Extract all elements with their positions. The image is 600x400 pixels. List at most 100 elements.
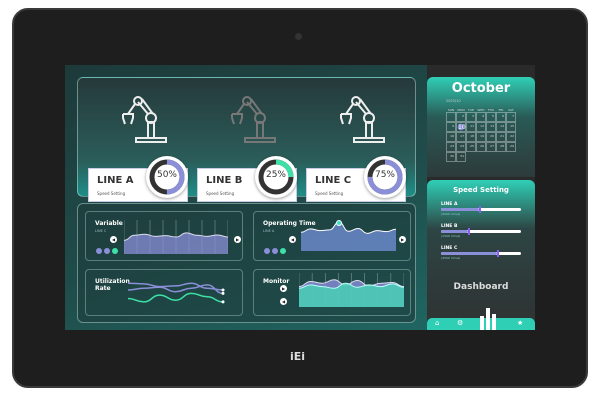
next-button[interactable]: ▶: [234, 236, 241, 243]
calendar-day[interactable]: 11: [466, 122, 476, 132]
speed-setting-title: Speed Setting: [453, 186, 509, 194]
calendar-day[interactable]: 27: [486, 142, 496, 152]
line-subtitle: Speed Setting: [97, 191, 126, 196]
series-line: [299, 282, 404, 289]
calendar-day[interactable]: 31: [456, 152, 466, 162]
calendar-day[interactable]: 26: [476, 142, 486, 152]
utilization-rate-chart: Utilization Rate: [85, 269, 243, 316]
next-button[interactable]: ▶: [399, 236, 406, 243]
calendar-day[interactable]: 15: [506, 122, 516, 132]
next-button[interactable]: ▶: [280, 285, 287, 292]
line-name: LINE B: [206, 175, 243, 186]
dashboard-title: Dashboard: [453, 282, 509, 292]
calendar-day[interactable]: 22: [506, 132, 516, 142]
calendar-day[interactable]: 7: [506, 112, 516, 122]
chart-subtitle: LINE C: [95, 229, 107, 233]
slider-handle[interactable]: [478, 206, 481, 213]
calendar-year-month: 2023/10: [446, 99, 461, 103]
chart-subtitle: LINE A: [263, 229, 275, 233]
screen: LINE A Speed Setting 50% LINE B Speed Settin…: [65, 65, 535, 330]
series-line: [124, 232, 228, 241]
slider-label: LINE C: [441, 246, 458, 251]
calendar-widget: October 2023/10 SUN MON TUE WED THU FRI SAT 2 3 4…: [427, 77, 535, 177]
robot-arm-icon: [229, 94, 279, 144]
calendar-day[interactable]: 10: [456, 122, 466, 132]
series-line: [301, 221, 396, 234]
prev-button[interactable]: ◀: [280, 298, 287, 305]
charts-panel: Variable LINE C ◀ ▶ Operating Time LINE …: [77, 203, 416, 323]
series-line: [128, 282, 224, 291]
legend-dot: [104, 248, 110, 254]
calendar-day[interactable]: 2: [456, 112, 466, 122]
calendar-day[interactable]: 18: [466, 132, 476, 142]
legend-dot: [264, 248, 270, 254]
calendar-day[interactable]: 9: [446, 122, 456, 132]
calendar-day[interactable]: 6: [496, 112, 506, 122]
chart-title: Operating Time: [263, 220, 316, 227]
right-sidebar: October 2023/10 SUN MON TUE WED THU FRI SAT 2 3 4…: [427, 65, 535, 330]
calendar-day[interactable]: 14: [496, 122, 506, 132]
robot-arm-icon: [120, 94, 170, 144]
slider-track[interactable]: [441, 228, 521, 235]
slider-track[interactable]: [441, 206, 521, 213]
operating-time-chart: Operating Time LINE A ◀ ▶: [253, 211, 411, 261]
series-endpoint: [221, 300, 225, 304]
line-subtitle: Speed Setting: [315, 191, 344, 196]
series-line: [299, 279, 404, 288]
prev-button[interactable]: ◀: [289, 236, 296, 243]
progress-ring: 25%: [255, 156, 297, 198]
chart-title: Monitor: [263, 278, 290, 285]
variable-chart: Variable LINE C ◀ ▶: [85, 211, 243, 261]
star-icon[interactable]: ★: [517, 319, 524, 327]
calendar-day[interactable]: 25: [466, 142, 476, 152]
calendar-day[interactable]: 29: [506, 142, 516, 152]
legend-dot: [112, 248, 118, 254]
calendar-day[interactable]: 19: [476, 132, 486, 142]
calendar-day[interactable]: 30: [446, 152, 456, 162]
speed-slider: LINE A (3000 mm/s): [441, 202, 521, 216]
calendar-day[interactable]: 28: [496, 142, 506, 152]
legend-dot: [96, 248, 102, 254]
camera: [295, 33, 302, 40]
weekday-label: THU: [487, 108, 495, 112]
weekday-label: SUN: [447, 108, 455, 112]
calendar-day[interactable]: [446, 112, 456, 122]
calendar-day[interactable]: 21: [496, 132, 506, 142]
calendar-day[interactable]: 16: [446, 132, 456, 142]
slider-handle[interactable]: [497, 250, 499, 257]
brand-logo: iEi: [290, 350, 306, 363]
calendar-day[interactable]: 23: [446, 142, 456, 152]
monitor-area-chart: [299, 273, 404, 307]
calendar-day[interactable]: 24: [456, 142, 466, 152]
series-line: [128, 284, 224, 295]
weekday-label: SAT: [508, 108, 514, 112]
calendar-day[interactable]: 17: [456, 132, 466, 142]
slider-handle[interactable]: [468, 228, 471, 235]
calendar-grid: SUN MON TUE WED THU FRI SAT 2 3 4 5 6 7 9 10 11 12 13 14 15…: [446, 107, 516, 162]
calendar-day[interactable]: 5: [486, 112, 496, 122]
legend-dot: [280, 248, 286, 254]
line-name: LINE C: [315, 175, 352, 186]
slider-caption: (4500 mm/s): [441, 256, 461, 260]
legend-dot: [272, 248, 278, 254]
progress-label: 75%: [374, 170, 395, 180]
calendar-month: October: [451, 81, 511, 96]
calendar-day[interactable]: 4: [476, 112, 486, 122]
highlight-point[interactable]: [336, 220, 342, 226]
series-line: [128, 292, 224, 303]
progress-label: 25%: [265, 170, 286, 180]
series-endpoint: [221, 291, 225, 295]
prev-button[interactable]: ◀: [110, 236, 117, 243]
robot-arm-icon: [338, 94, 388, 144]
slider-track[interactable]: [441, 250, 521, 257]
slider-caption: (3000 mm/s): [441, 212, 461, 216]
home-icon[interactable]: ⌂: [435, 319, 440, 327]
speed-slider: LINE B (1500 mm/s): [441, 224, 521, 238]
calendar-day[interactable]: 20: [486, 132, 496, 142]
calendar-day[interactable]: 13: [486, 122, 496, 132]
slider-caption: (1500 mm/s): [441, 234, 461, 238]
calendar-day[interactable]: 12: [476, 122, 486, 132]
gear-icon[interactable]: ⚙: [457, 319, 464, 327]
variable-area-chart: [124, 220, 228, 254]
calendar-day[interactable]: 3: [466, 112, 476, 122]
